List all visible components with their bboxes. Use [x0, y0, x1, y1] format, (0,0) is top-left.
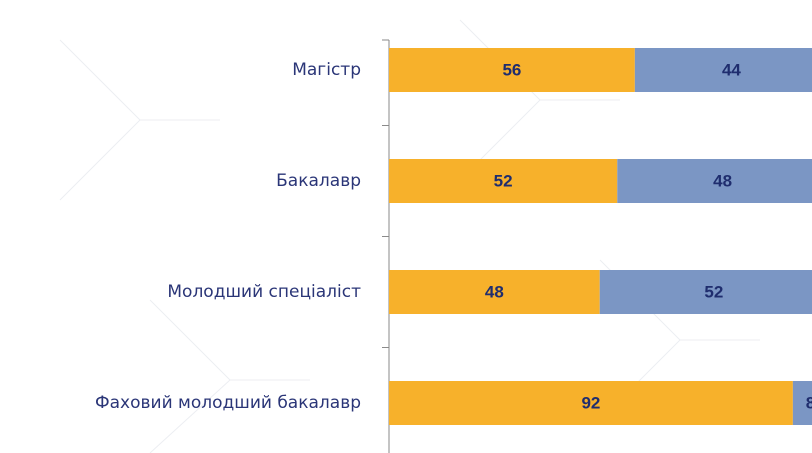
value-label: 44 — [722, 60, 741, 79]
bar-segment — [617, 159, 812, 203]
bar-segment — [389, 48, 635, 92]
value-label: 8 — [806, 393, 812, 412]
category-label: Фаховий молодший бакалавр — [95, 393, 361, 413]
category-label: Молодший спеціаліст — [167, 282, 361, 302]
value-label: 52 — [494, 171, 513, 190]
value-label: 48 — [485, 282, 504, 301]
bar-segment — [389, 270, 600, 314]
bar-segment — [599, 270, 812, 314]
value-label: 92 — [581, 393, 600, 412]
bar-segment — [389, 381, 793, 425]
category-label: Бакалавр — [276, 171, 361, 191]
category-label: Магістр — [292, 60, 361, 80]
value-label: 56 — [502, 60, 521, 79]
value-label: 48 — [713, 171, 732, 190]
bar-segment — [634, 48, 812, 92]
bar-segment — [389, 159, 618, 203]
value-label: 52 — [704, 282, 723, 301]
bar-segment — [792, 381, 812, 425]
